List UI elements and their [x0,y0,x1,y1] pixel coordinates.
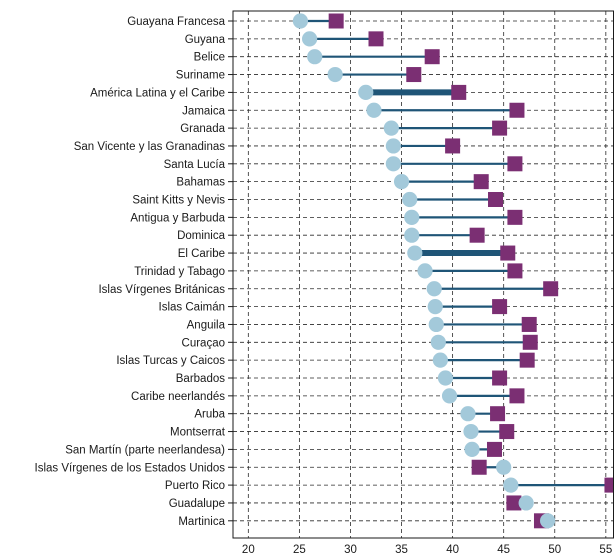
category-labels: Guayana Francesa Guyana Belice Suriname Amér… [35,16,226,528]
category-label: El Caribe [178,248,225,260]
square-marker [492,120,508,136]
category-label: Belice [194,52,225,64]
category-label: Guayana Francesa [127,16,225,28]
category-label: Montserrat [170,427,226,439]
square-marker [604,477,614,493]
circle-marker [302,31,318,47]
circle-marker [432,352,448,368]
circle-marker [496,459,512,475]
x-tick-label: 55 [599,544,612,556]
category-label: Aruba [194,409,225,421]
square-marker [471,459,487,475]
square-marker [451,84,467,100]
circle-marker [292,13,309,29]
circle-marker [307,49,323,65]
category-label: Bahamas [176,177,225,189]
category-label: Caribe neerlandés [131,391,225,403]
category-label: Islas Caimán [159,302,225,314]
square-marker [445,138,461,154]
square-marker [499,424,515,440]
category-label: San Martín (parte neerlandesa) [65,444,225,456]
circle-marker [385,138,401,154]
x-tick-label: 30 [344,544,357,556]
category-label: Islas Vírgenes Británicas [98,284,225,296]
circle-marker [402,191,418,208]
category-label: Trinidad y Tabago [134,266,225,278]
square-marker [509,388,525,404]
square-marker [492,299,508,315]
circle-marker [426,281,442,297]
category-label: Santa Lucía [164,159,226,171]
category-label: Anguila [187,319,226,331]
circle-marker [463,423,479,440]
circle-marker [430,334,446,350]
x-axis-ticks: 20 25 30 35 40 45 50 55 [242,544,612,556]
category-label: San Vicente y las Granadinas [74,141,226,153]
circle-marker [437,370,454,386]
square-marker [406,67,422,83]
category-label: Saint Kitts y Nevis [132,195,225,207]
square-marker [490,406,506,422]
x-tick-label: 25 [293,544,306,556]
category-label: Islas Turcas y Caicos [116,355,225,367]
category-label: Suriname [176,70,225,82]
square-marker [521,316,537,332]
category-label: Guyana [185,34,226,46]
category-label: Martinica [178,516,225,528]
square-marker [368,31,384,47]
category-label: Jamaica [182,105,225,117]
square-marker [500,245,516,261]
square-marker [509,102,525,118]
circle-marker [441,388,458,404]
circle-marker [383,120,399,136]
square-marker [469,227,485,243]
circle-marker [417,263,433,279]
square-marker [424,49,440,65]
square-marker [486,441,502,457]
x-tick-label: 40 [446,544,459,556]
x-tick-label: 45 [497,544,510,556]
circle-marker [404,209,420,225]
square-marker [488,192,504,207]
circle-marker [428,316,444,333]
circle-marker [366,102,382,118]
category-label: América Latina y el Caribe [90,87,225,99]
square-marker [473,174,489,190]
circle-marker [358,84,374,100]
circle-marker [407,245,423,261]
square-marker [543,281,559,297]
category-label: Puerto Rico [165,480,225,492]
square-marker [328,13,344,29]
data-marks [292,13,614,529]
circle-marker [393,174,410,190]
square-marker [519,352,535,368]
square-marker [507,156,523,172]
circle-marker [385,156,401,172]
square-marker [506,495,522,511]
category-label: Curaçao [182,337,225,349]
square-marker [492,370,508,386]
category-label: Barbados [176,373,225,385]
square-marker [507,209,523,225]
category-label: Guadalupe [169,498,225,510]
circle-marker [327,66,343,83]
circle-marker [404,227,420,243]
category-label: Dominica [177,230,226,242]
category-label: Granada [180,123,225,135]
circle-marker [427,299,443,315]
circle-marker [540,513,556,529]
category-label: Antigua y Barbuda [130,212,225,224]
circle-marker [464,441,480,457]
x-tick-label: 20 [242,544,255,556]
circle-marker [460,406,476,422]
square-marker [507,263,523,279]
category-label: Islas Vírgenes de los Estados Unidos [35,462,226,474]
circle-marker [503,477,519,493]
x-tick-label: 35 [395,544,408,556]
square-marker [522,334,538,350]
x-tick-label: 50 [548,544,561,556]
circle-marker [518,495,534,511]
